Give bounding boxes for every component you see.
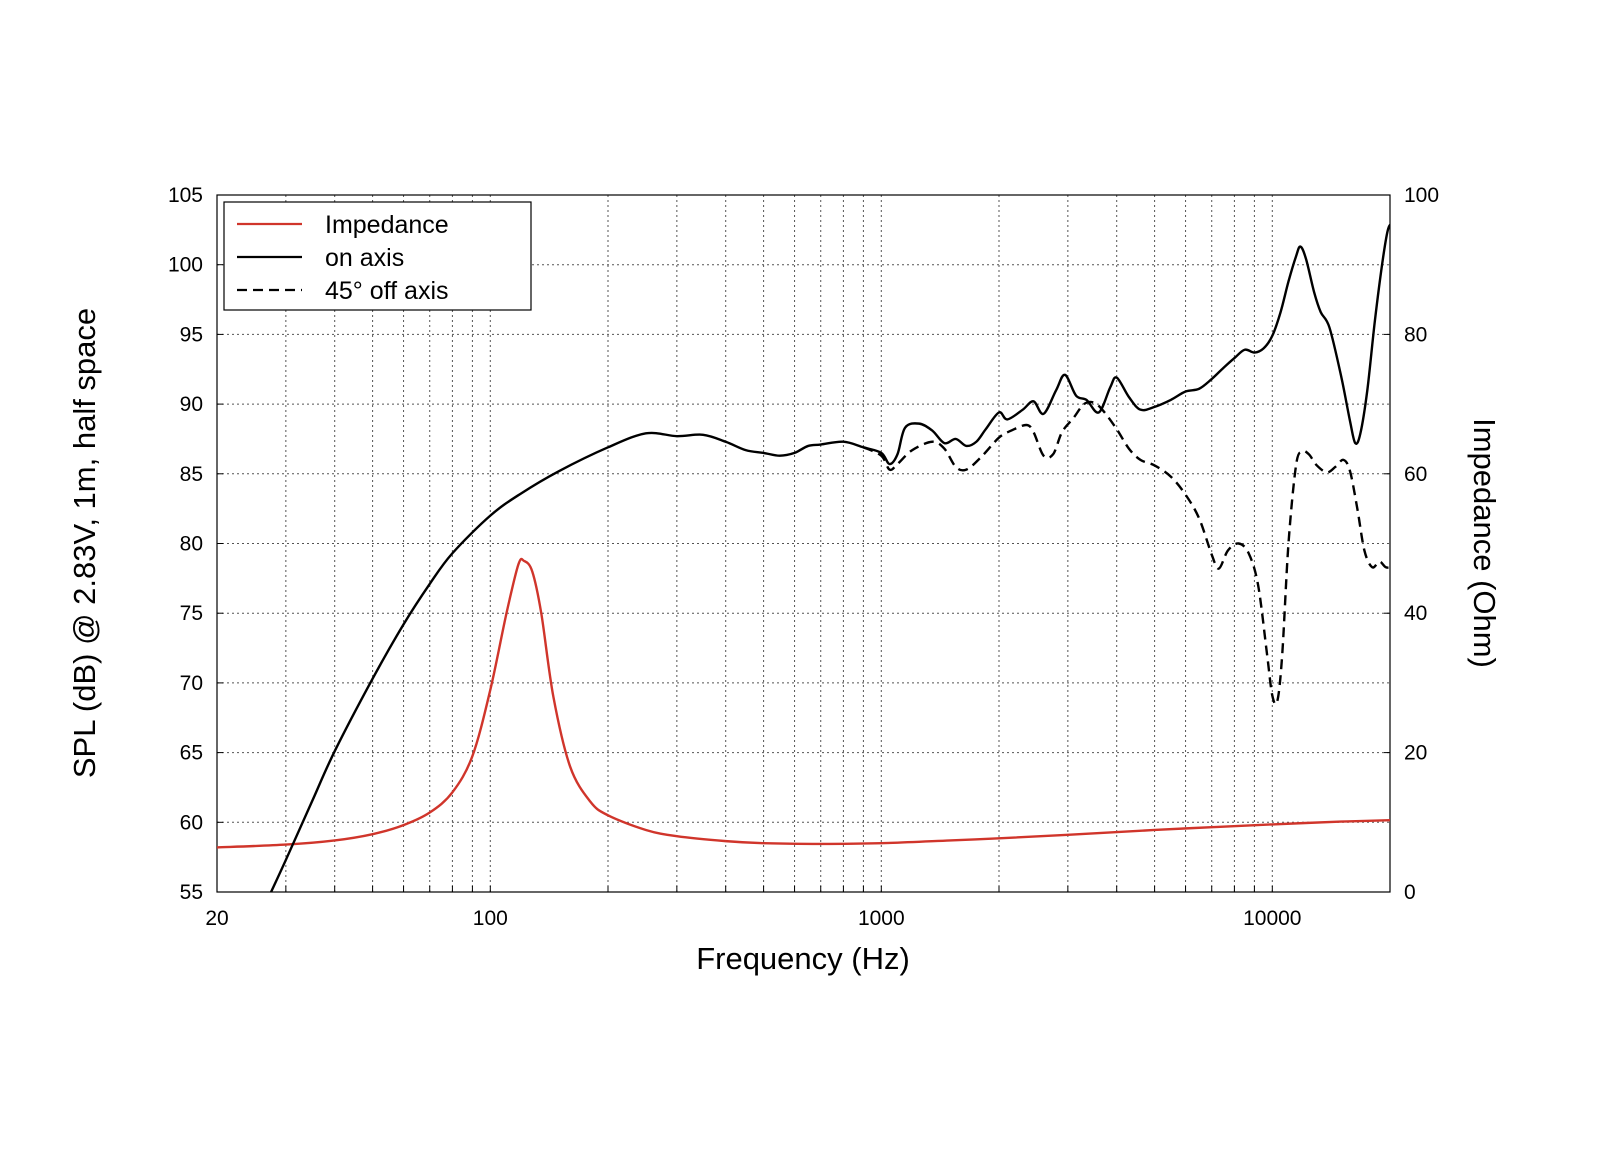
x-tick-label: 20: [205, 907, 228, 930]
series-layer: [217, 223, 1390, 892]
y-tick-label: 105: [168, 184, 203, 207]
x-axis-title: Frequency (Hz): [696, 941, 910, 976]
y-tick-label: 70: [180, 672, 203, 695]
y2-tick-label: 80: [1404, 323, 1427, 346]
y-tick-label: 75: [180, 602, 203, 625]
legend-label-off-axis: 45° off axis: [325, 277, 449, 305]
y2-tick-label: 20: [1404, 742, 1427, 765]
y2-tick-label: 0: [1404, 881, 1416, 904]
y-tick-label: 90: [180, 393, 203, 416]
y-tick-label: 60: [180, 811, 203, 834]
series-line-on-axis: [269, 223, 1390, 892]
y2-axis-title: Impedance (Ohm): [1467, 418, 1502, 668]
y-axis-title: SPL (dB) @ 2.83V, 1m, half space: [67, 308, 102, 778]
y-tick-label: 80: [180, 533, 203, 556]
x-tick-label: 100: [473, 907, 508, 930]
y2-tick-label: 40: [1404, 602, 1427, 625]
series-line-impedance: [217, 557, 1390, 849]
x-tick-label: 10000: [1243, 907, 1301, 930]
y-tick-label: 100: [168, 254, 203, 277]
y-tick-label: 65: [180, 742, 203, 765]
y-tick-label: 95: [180, 323, 203, 346]
x-tick-label: 1000: [858, 907, 905, 930]
legend-label-on-axis: on axis: [325, 244, 404, 272]
legend: Impedance on axis 45° off axis: [223, 201, 532, 311]
y-tick-label: 85: [180, 463, 203, 486]
y-tick-label: 55: [180, 881, 203, 904]
axis-ticks: 20 100 1000 10000 55 60 65 70 75 80 85 90 95 100 105 0 2…: [168, 184, 1439, 930]
y2-tick-label: 100: [1404, 184, 1439, 207]
legend-label-impedance: Impedance: [325, 211, 449, 239]
y2-tick-label: 60: [1404, 463, 1427, 486]
series-line-45-off-axis: [862, 400, 1390, 706]
